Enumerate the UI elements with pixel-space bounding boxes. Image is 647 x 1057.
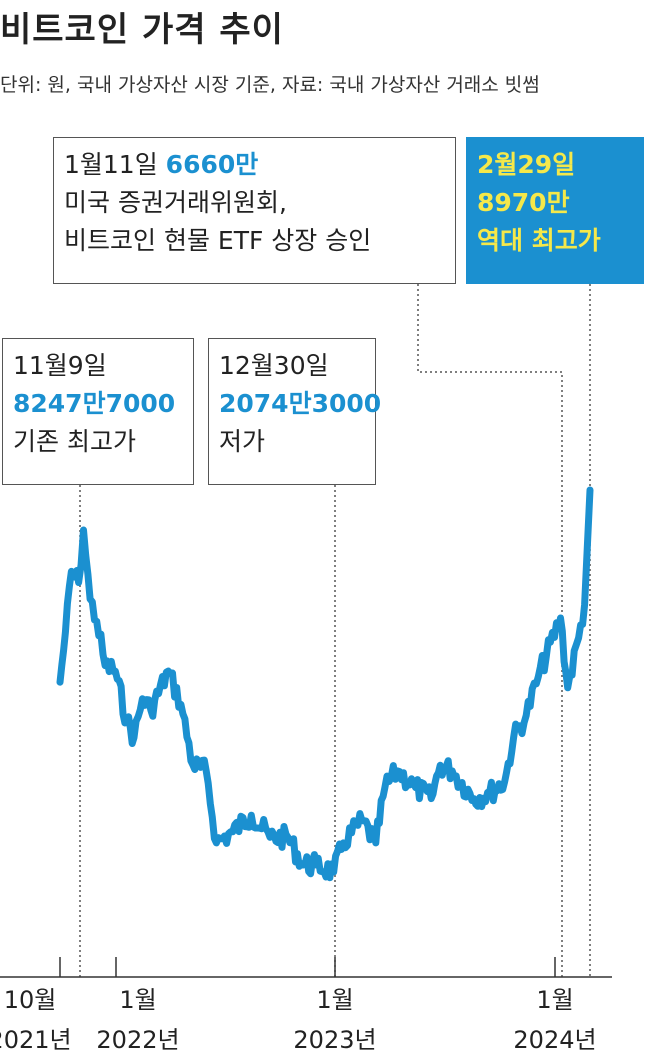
- x-tick-label-year-1: 2022년: [96, 1026, 179, 1054]
- x-tick-label-year-3: 2024년: [513, 1026, 596, 1054]
- annotation-ath-date: 2월29일: [477, 150, 576, 179]
- annotation-low-label: 저가: [219, 427, 266, 456]
- x-tick-label-year-0: 2021년: [0, 1026, 72, 1054]
- annotation-prev-high-label: 기존 최고가: [13, 427, 136, 456]
- annotation-low-value: 2074만3000: [219, 389, 382, 418]
- series-line-bitcoin-price: [56, 486, 594, 882]
- x-tick-label-month-3: 1월: [536, 986, 573, 1014]
- x-tick-label-month-2: 1월: [316, 986, 353, 1014]
- guide-etf: [417, 284, 563, 977]
- annotation-prev-high: 11월9일 8247만7000 기존 최고가: [2, 338, 194, 485]
- annotation-prev-high-date: 11월9일: [13, 351, 107, 380]
- annotation-etf-date: 1월11일: [64, 150, 158, 179]
- annotation-prev-high-value: 8247만7000: [13, 389, 176, 418]
- annotation-low-date: 12월30일: [219, 351, 329, 380]
- annotation-ath-value: 8970만: [477, 188, 570, 217]
- annotation-etf-line2: 비트코인 현물 ETF 상장 승인: [64, 226, 372, 255]
- annotation-ath: 2월29일 8970만 역대 최고가: [466, 137, 644, 284]
- chart-subtitle: 단위: 원, 국내 가상자산 시장 기준, 자료: 국내 가상자산 거래소 빗썸: [0, 74, 540, 96]
- x-tick-label-month-0: 10월: [4, 986, 57, 1014]
- annotation-etf: 1월11일 6660만 미국 증권거래위원회, 비트코인 현물 ETF 상장 승…: [53, 137, 456, 284]
- x-tick-labels: 10월 2021년 1월 2022년 1월 2023년 1월 2024년: [0, 986, 597, 1054]
- annotation-etf-value: 6660만: [165, 150, 259, 179]
- annotation-etf-line1: 미국 증권거래위원회,: [64, 188, 287, 217]
- annotation-low: 12월30일 2074만3000 저가: [208, 338, 382, 485]
- chart-title: 비트코인 가격 추이: [0, 10, 284, 50]
- x-tick-label-year-2: 2023년: [293, 1026, 376, 1054]
- x-axis-ticks: [59, 957, 556, 977]
- x-tick-label-month-1: 1월: [119, 986, 156, 1014]
- annotation-ath-label: 역대 최고가: [477, 226, 601, 255]
